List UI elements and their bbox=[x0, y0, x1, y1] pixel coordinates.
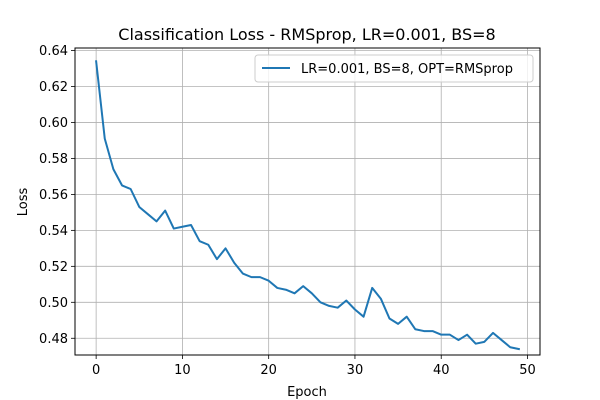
x-tick-label: 50 bbox=[519, 363, 536, 378]
y-tick-label: 0.48 bbox=[39, 332, 68, 347]
x-tick-label: 0 bbox=[92, 363, 100, 378]
y-tick-label: 0.62 bbox=[39, 80, 68, 95]
x-axis-ticks: 0 10 20 30 40 50 bbox=[92, 355, 536, 378]
plot-area-frame bbox=[74, 47, 541, 356]
y-tick-label: 0.64 bbox=[39, 44, 68, 59]
series-line-0 bbox=[95, 60, 521, 351]
legend-box bbox=[254, 54, 534, 83]
legend-entry-0: LR=0.001, BS=8, OPT=RMSprop bbox=[301, 62, 513, 77]
grid-lines bbox=[75, 48, 540, 355]
x-tick-label: 40 bbox=[433, 363, 450, 378]
x-tick-label: 20 bbox=[260, 363, 277, 378]
y-axis-label: Loss bbox=[16, 188, 31, 217]
legend: LR=0.001, BS=8, OPT=RMSprop bbox=[254, 54, 534, 83]
y-tick-label: 0.60 bbox=[39, 116, 68, 131]
y-tick-label: 0.50 bbox=[39, 296, 68, 311]
x-tick-label: 10 bbox=[174, 363, 191, 378]
y-tick-label: 0.54 bbox=[39, 224, 68, 239]
y-tick-label: 0.58 bbox=[39, 152, 68, 167]
x-axis-label: Epoch bbox=[287, 385, 327, 400]
series-layer bbox=[95, 60, 521, 351]
y-tick-label: 0.56 bbox=[39, 188, 68, 203]
y-axis-ticks: 0.48 0.50 0.52 0.54 0.56 0.58 0.60 0.62 0.64 bbox=[39, 44, 75, 347]
x-tick-label: 30 bbox=[347, 363, 364, 378]
chart-title: Classification Loss - RMSprop, LR=0.001,… bbox=[118, 25, 495, 44]
y-tick-label: 0.52 bbox=[39, 260, 68, 275]
